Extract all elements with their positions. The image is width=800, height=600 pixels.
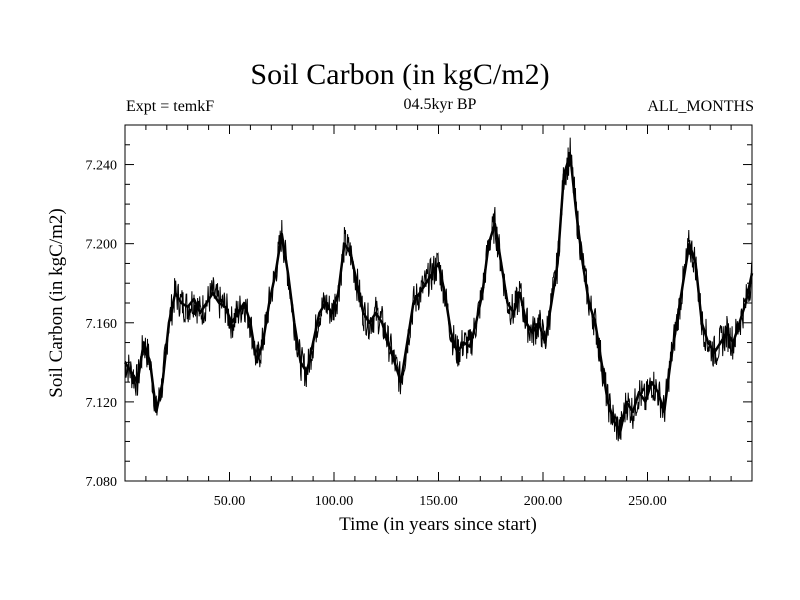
y-axis-label: Soil Carbon (in kgC/m2) xyxy=(46,208,67,397)
chart-title: Soil Carbon (in kgC/m2) xyxy=(250,58,550,91)
x-axis-label: Time (in years since start) xyxy=(339,514,537,535)
y-tick-label: 7.160 xyxy=(86,317,118,332)
experiment-label: Expt = temkF xyxy=(126,98,215,115)
y-tick-label: 7.120 xyxy=(86,396,118,411)
y-tick-label: 7.080 xyxy=(86,475,118,490)
x-tick-label: 100.00 xyxy=(315,494,354,509)
tick-labels: 50.00 100.00 150.00 200.00 250.00 7.080 7.120 7… xyxy=(86,159,667,509)
axis-ticks xyxy=(125,125,752,481)
months-label: ALL_MONTHS xyxy=(647,98,754,115)
x-tick-label: 200.00 xyxy=(524,494,563,509)
soil-carbon-variability-band xyxy=(124,137,753,442)
x-tick-label: 50.00 xyxy=(214,494,246,509)
period-label: 04.5kyr BP xyxy=(403,96,477,113)
y-tick-label: 7.200 xyxy=(86,238,118,253)
x-tick-label: 250.00 xyxy=(628,494,667,509)
x-tick-label: 150.00 xyxy=(419,494,458,509)
y-tick-label: 7.240 xyxy=(86,159,118,174)
